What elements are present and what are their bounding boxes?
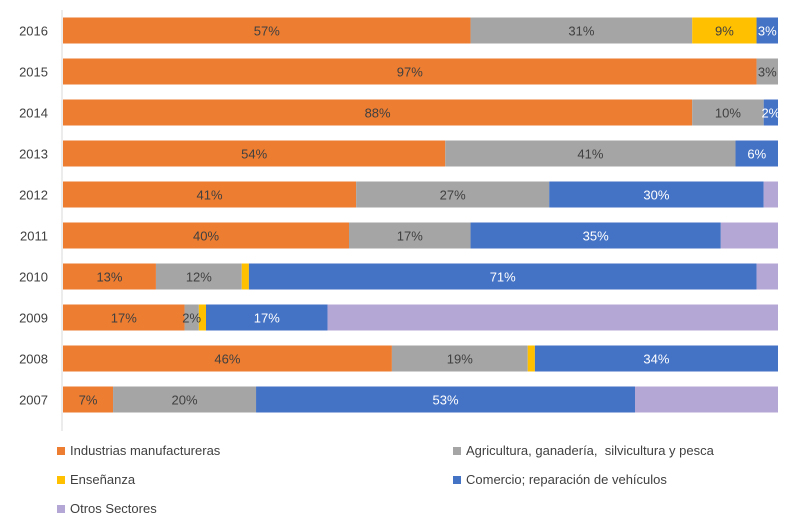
bar-segment [241,263,249,290]
bar-segment [735,140,778,167]
category-label: 2015 [19,65,48,80]
data-label: 40% [193,229,219,244]
bar-segment [63,345,392,372]
bar-segment [113,386,257,413]
bar-segment [184,304,199,331]
category-label: 2008 [19,352,48,367]
data-label: 19% [447,352,473,367]
bar-segment [327,304,778,331]
bar-segment [349,222,471,249]
bar-segment [534,345,778,372]
data-label: 41% [197,188,223,203]
bar-segment [470,17,693,44]
bar-segment [720,222,778,249]
bar-segment [549,181,764,208]
data-label: 3% [758,65,777,80]
data-label: 7% [79,393,98,408]
data-label: 2% [182,311,201,326]
data-label: 10% [715,106,741,121]
data-label: 41% [577,147,603,162]
bar-segment [63,222,349,249]
bar-segment [756,263,778,290]
data-label: 3% [758,24,777,39]
category-label: 2009 [19,311,48,326]
data-label: 17% [254,311,280,326]
category-label: 2013 [19,147,48,162]
bar-segment [756,17,778,44]
bar-segment [256,386,635,413]
data-label: 6% [747,147,766,162]
bar-segment [356,181,550,208]
category-label: 2016 [19,24,48,39]
bar-segment [155,263,242,290]
category-label: 2012 [19,188,48,203]
data-label: 27% [440,188,466,203]
data-label: 88% [365,106,391,121]
category-label: 2010 [19,270,48,285]
data-label: 31% [568,24,594,39]
bar-segment [763,181,778,208]
bar-segment [692,17,757,44]
data-label: 12% [186,270,212,285]
bar-segment [63,386,114,413]
bar-segment [63,58,757,85]
bar-segment [63,17,471,44]
bar-segment [63,140,446,167]
data-label: 13% [96,270,122,285]
bar-segment [470,222,721,249]
bar-segment [206,304,328,331]
data-label: 54% [241,147,267,162]
bar-segment [248,263,757,290]
data-label: 17% [397,229,423,244]
data-label: 2% [761,106,780,121]
category-label: 2011 [20,229,48,244]
bars [63,17,778,413]
bar-segment [763,99,778,126]
data-label: 20% [172,393,198,408]
data-labels: 57% 31% 9% 3% 97% 3% 88% 10% 2% 54% 41% 6% 41% 27% 30%… [79,24,781,408]
bar-segment [391,345,528,372]
category-label: 2007 [19,393,48,408]
data-label: 34% [643,352,669,367]
bar-segment [63,181,357,208]
data-label: 30% [643,188,669,203]
bar-segment [198,304,206,331]
data-label: 35% [583,229,609,244]
category-labels: 2016 2015 2014 2013 2012 2011 2010 2009 2008 2007 [19,24,48,408]
data-label: 97% [397,65,423,80]
bar-segment [756,58,778,85]
data-label: 71% [490,270,516,285]
bar-segment [527,345,535,372]
bar-segment [63,263,156,290]
data-label: 17% [111,311,137,326]
bar-segment [692,99,764,126]
data-label: 46% [214,352,240,367]
data-label: 53% [433,393,459,408]
category-label: 2014 [19,106,48,121]
bar-segment [63,304,185,331]
bar-segment [445,140,736,167]
bar-segment [635,386,778,413]
bar-segment [63,99,693,126]
data-label: 57% [254,24,280,39]
data-label: 9% [715,24,734,39]
